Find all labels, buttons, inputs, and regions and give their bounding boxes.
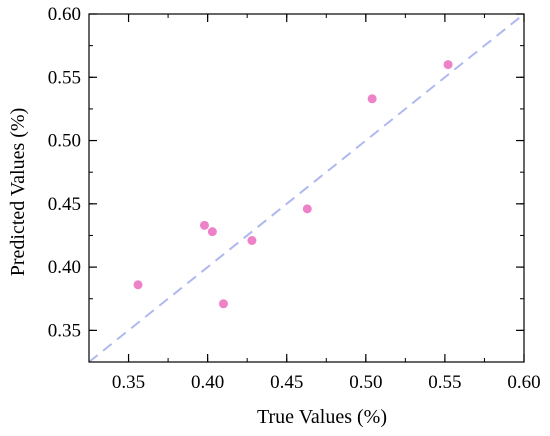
x-axis-title: True Values (%) — [257, 406, 387, 428]
y-tick-label: 0.50 — [48, 131, 81, 152]
x-tick-label: 0.45 — [270, 372, 303, 393]
axes: 0.35 0.40 0.45 0.50 0.55 0.60 0.35 0.40 0.45 0.50… — [48, 4, 541, 393]
data-points — [133, 60, 453, 309]
reference-line — [88, 13, 525, 363]
y-tick-label: 0.45 — [48, 194, 81, 215]
data-point — [367, 94, 377, 104]
data-point — [443, 60, 453, 70]
x-tick-label: 0.35 — [112, 372, 145, 393]
y-tick-label: 0.40 — [48, 257, 81, 278]
y-tick-label: 0.35 — [48, 320, 81, 341]
data-point — [133, 280, 143, 290]
data-point — [199, 220, 209, 230]
x-tick-label: 0.60 — [507, 372, 540, 393]
data-point — [247, 236, 257, 246]
data-point — [218, 299, 228, 309]
data-point — [207, 227, 217, 237]
x-tick-label: 0.50 — [349, 372, 382, 393]
y-axis-title: Predicted Values (%) — [7, 108, 29, 276]
x-tick-label: 0.40 — [191, 372, 224, 393]
plot-frame — [88, 13, 525, 363]
x-tick-label: 0.55 — [428, 372, 461, 393]
y-tick-label: 0.55 — [48, 67, 81, 88]
y-tick-label: 0.60 — [48, 4, 81, 25]
data-point — [302, 204, 312, 214]
plot-area — [88, 13, 525, 363]
